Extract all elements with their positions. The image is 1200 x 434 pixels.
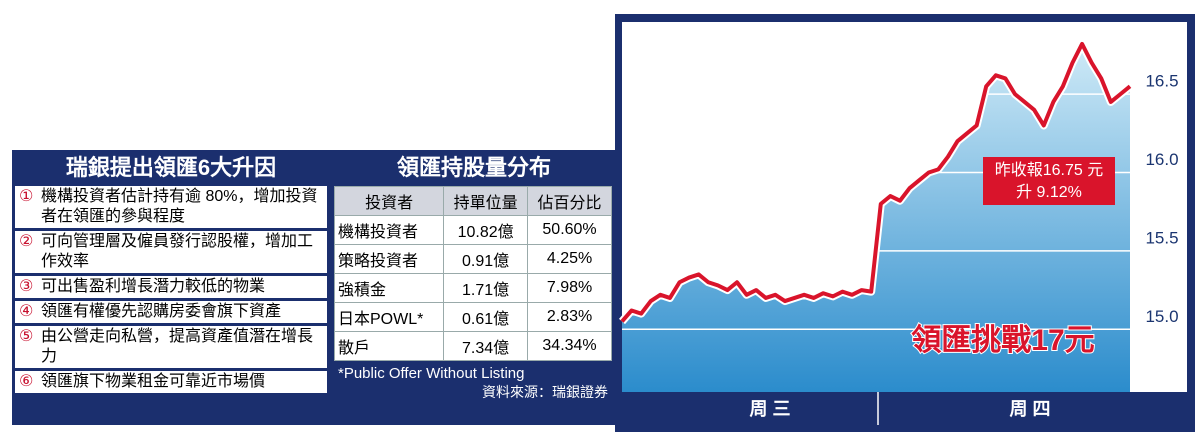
holding-table: 投資者 持單位量 佔百分比 機構投資者 10.82億 50.60% 策略投資者 0.91億 4.… [333,186,612,361]
reason-item: ⑤ 由公營走向私營，提高資產值潛在增長力 [15,326,327,368]
table-cell: 50.60% [527,215,612,245]
reason-item: ② 可向管理層及僱員發行認股權，增加工作效率 [15,231,327,273]
annotation-box [983,157,1115,205]
reason-number: ⑥ [19,373,34,390]
reason-number: ④ [19,303,34,320]
reason-item: ⑥ 領匯旗下物業租金可靠近市場價 [15,371,327,393]
table-row: 日本POWL* 0.61億 2.83% [333,302,612,332]
annotation: 昨收報16.75 元 [995,161,1104,179]
table-cell: 散戶 [333,331,445,361]
table-cell: 0.61億 [443,302,529,332]
table-row: 機構投資者 10.82億 50.60% [333,215,612,245]
x-label: 周 三 [749,399,790,419]
table-cell: 34.34% [527,331,612,361]
header-row: 投資者 持單位量 佔百分比 [333,186,612,216]
annotation: 升 9.12% [1016,183,1082,201]
table-cell: 10.82億 [443,215,529,245]
holding-table-panel: 領匯持股量分布 投資者 持單位量 佔百分比 機構投資者 10.82億 50.60% 策略投資… [333,150,614,425]
x-label: 周 四 [1009,399,1050,419]
footnote: *Public Offer Without Listing [338,365,525,382]
info-panel: 瑞銀提出領匯6大升因 ① 機構投資者估計持有逾 80%，增加投資者在領匯的參與程度… [12,150,615,425]
table-cell: 機構投資者 [333,215,445,245]
reason-item: ① 機構投資者估計持有逾 80%，增加投資者在領匯的參與程度 [15,186,327,228]
y-tick-label: 15.0 [1145,307,1178,326]
reasons-title: 瑞銀提出領匯6大升因 [65,155,277,180]
table-cell: 日本POWL* [333,302,445,332]
table-cell: 0.91億 [443,244,529,274]
reason-text: 領匯有權優先認購房委會旗下資產 [41,303,282,320]
reason-text: 機構投資者估計持有逾 80%，增加投資者在領匯的參與程度 [41,188,318,225]
table-row: 策略投資者 0.91億 4.25% [333,244,612,274]
reason-number: ② [19,233,34,250]
table-row: 散戶 7.34億 34.34% [333,331,612,361]
reason-text: 可向管理層及僱員發行認股權，增加工作效率 [41,233,314,270]
table-cell: 7.34億 [443,331,529,361]
header-cell: 投資者 [333,186,445,216]
price-line [620,41,1132,323]
table-cell: 2.83% [527,302,612,332]
reason-item: ③ 可出售盈利增長潛力較低的物業 [15,276,327,298]
y-tick-label: 15.5 [1145,228,1178,247]
reason-item: ④ 領匯有權優先認購房委會旗下資產 [15,301,327,323]
reason-number: ③ [19,278,34,295]
area [622,43,1130,392]
chart-title: 領匯挑戰17元 [911,323,1094,357]
table-cell: 1.71億 [443,273,529,303]
reason-text: 領匯旗下物業租金可靠近市場價 [41,373,266,390]
table-title: 領匯持股量分布 [396,155,551,180]
table-cell: 7.98% [527,273,612,303]
reasons: 瑞銀提出領匯6大升因 ① 機構投資者估計持有逾 80%，增加投資者在領匯的參與程度… [12,150,330,425]
reason-number: ⑤ [19,328,34,345]
header-cell: 佔百分比 [527,186,612,216]
table-row: 強積金 1.71億 7.98% [333,273,612,303]
y-tick-label: 16.5 [1145,72,1178,91]
table-cell: 強積金 [333,273,445,303]
table-cell: 4.25% [527,244,612,274]
reason-text: 由公營走向私營，提高資產值潛在增長力 [41,328,314,365]
reason-number: ① [19,188,34,205]
table-cell: 策略投資者 [333,244,445,274]
reason-text: 可出售盈利增長潛力較低的物業 [41,278,266,295]
header-cell: 持單位量 [443,186,529,216]
reason-list: ① 機構投資者估計持有逾 80%，增加投資者在領匯的參與程度 ② 可向管理層及僱員發行… [12,186,330,393]
y-tick-label: 16.0 [1145,150,1178,169]
source: 資料來源：瑞銀證券 [482,385,608,401]
